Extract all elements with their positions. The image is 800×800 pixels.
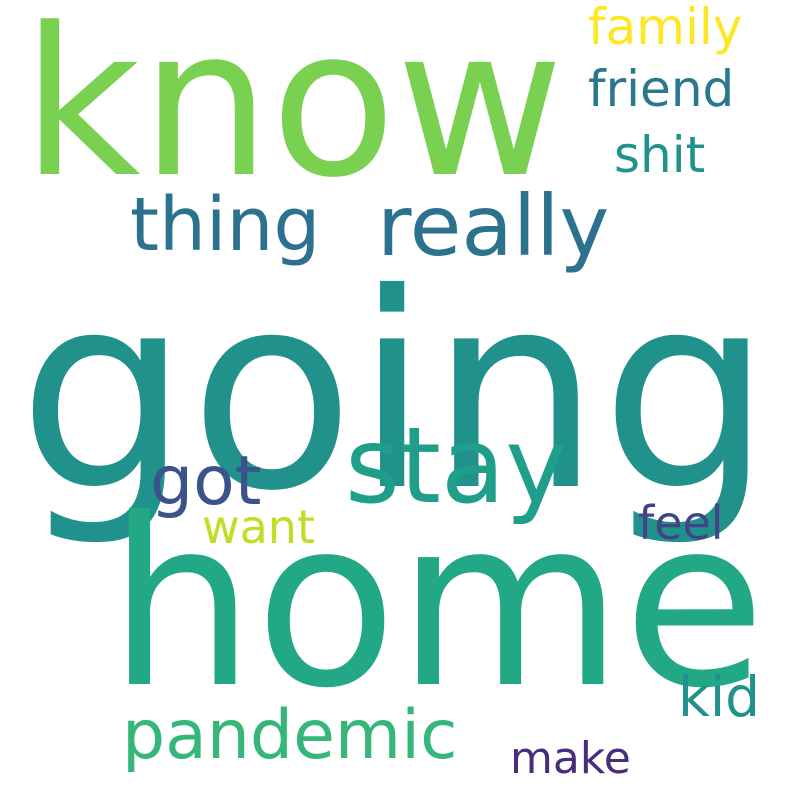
word-want: want — [202, 504, 315, 550]
word-stay: stay — [345, 414, 567, 519]
word-pandemic: pandemic — [122, 702, 457, 770]
word-friend: friend — [588, 64, 734, 114]
word-feel: feel — [638, 500, 724, 546]
word-shit: shit — [614, 130, 705, 180]
word-make: make — [510, 737, 631, 781]
word-really: really — [377, 184, 609, 268]
word-family: family — [588, 2, 742, 52]
word-thing: thing — [130, 188, 320, 262]
word-kid: kid — [678, 670, 760, 725]
